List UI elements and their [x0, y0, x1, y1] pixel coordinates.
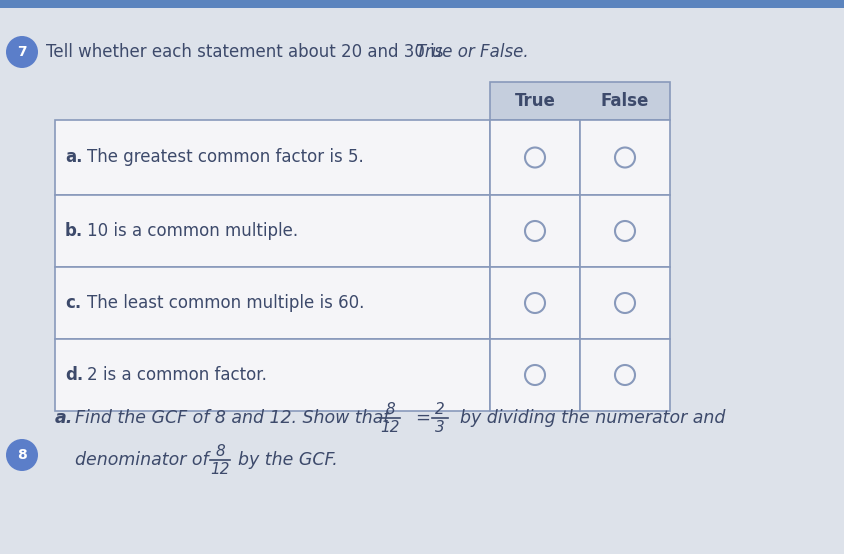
Bar: [579, 267, 669, 339]
Text: c.: c.: [65, 294, 81, 312]
Bar: [490, 339, 579, 411]
Bar: [55, 195, 490, 267]
Text: 8: 8: [17, 448, 27, 462]
Text: 10 is a common multiple.: 10 is a common multiple.: [87, 222, 298, 240]
Circle shape: [6, 439, 38, 471]
Text: Tell whether each statement about 20 and 30 is: Tell whether each statement about 20 and…: [46, 43, 448, 61]
Bar: [579, 120, 669, 195]
Text: 2: 2: [435, 402, 444, 417]
Text: denominator of: denominator of: [75, 451, 208, 469]
Text: The least common multiple is 60.: The least common multiple is 60.: [87, 294, 364, 312]
Bar: [490, 267, 579, 339]
Circle shape: [6, 36, 38, 68]
Bar: [579, 339, 669, 411]
Text: 12: 12: [380, 420, 399, 435]
Text: by the GCF.: by the GCF.: [238, 451, 338, 469]
Text: True or False.: True or False.: [415, 43, 528, 61]
Bar: [579, 195, 669, 267]
Bar: [0, 0, 844, 8]
Text: 3: 3: [435, 420, 444, 435]
Bar: [55, 120, 490, 195]
Bar: [55, 339, 490, 411]
Text: 7: 7: [17, 45, 27, 59]
Bar: [490, 82, 669, 120]
Text: The greatest common factor is 5.: The greatest common factor is 5.: [87, 148, 363, 167]
Text: Find the GCF of 8 and 12. Show that: Find the GCF of 8 and 12. Show that: [75, 409, 390, 427]
Text: a.: a.: [65, 148, 83, 167]
Text: by dividing the numerator and: by dividing the numerator and: [459, 409, 724, 427]
Text: False: False: [600, 92, 648, 110]
Bar: [55, 267, 490, 339]
Text: a.: a.: [55, 409, 73, 427]
Text: True: True: [514, 92, 555, 110]
Bar: [490, 120, 579, 195]
Bar: [490, 195, 579, 267]
Text: 8: 8: [215, 444, 225, 459]
Text: 8: 8: [385, 402, 394, 417]
Text: 2 is a common factor.: 2 is a common factor.: [87, 366, 267, 384]
Text: b.: b.: [65, 222, 84, 240]
Text: 12: 12: [210, 463, 230, 478]
Text: d.: d.: [65, 366, 84, 384]
Text: =: =: [414, 409, 430, 427]
